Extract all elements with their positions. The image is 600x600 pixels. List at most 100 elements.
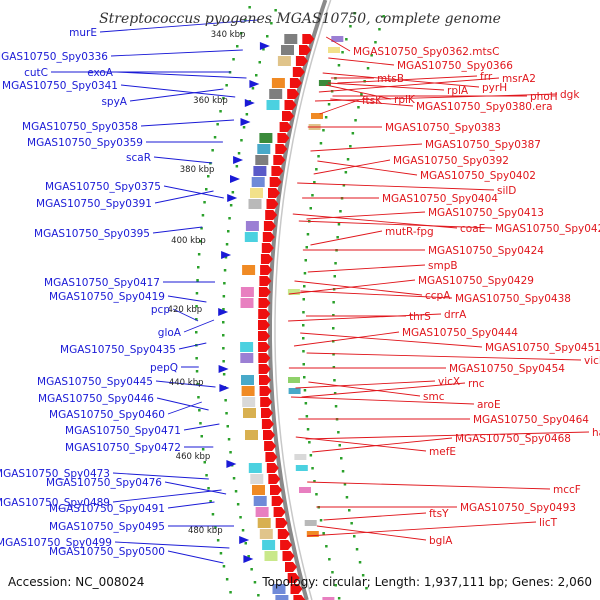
track-dot xyxy=(332,340,335,343)
cog-color-block xyxy=(322,597,335,600)
cog-color-block xyxy=(288,388,301,394)
right-gene-label: MGAS10750_Spy0402 xyxy=(420,170,536,182)
left-leader-line xyxy=(178,342,207,350)
track-dot xyxy=(334,405,338,408)
track-dot xyxy=(342,184,346,187)
track-dot xyxy=(200,227,203,230)
gene-arrow-reverse xyxy=(263,221,276,231)
cog-color-block xyxy=(251,177,265,187)
cog-color-block xyxy=(250,474,264,484)
right-leader-line xyxy=(319,99,360,115)
track-dot xyxy=(211,513,215,516)
right-leader-line xyxy=(325,36,351,52)
right-gene-label: drrA xyxy=(444,309,467,321)
left-leader-line xyxy=(99,19,258,33)
genome-backbone-inner xyxy=(274,0,332,600)
right-leader-line xyxy=(294,280,423,296)
right-gene-label: vicX xyxy=(438,376,460,388)
gene-arrow-reverse xyxy=(260,265,273,275)
track-dot xyxy=(197,396,200,399)
track-dot xyxy=(340,457,343,460)
track-dot xyxy=(199,422,202,425)
right-leader-line xyxy=(300,332,483,348)
track-dot xyxy=(234,490,238,493)
right-leader-line xyxy=(327,82,445,91)
cog-color-block xyxy=(244,232,258,242)
track-dot xyxy=(357,106,360,109)
left-gene-label: MGAS10750_Spy0359 xyxy=(27,137,143,149)
cog-color-block xyxy=(240,287,254,297)
right-leader-line xyxy=(317,160,418,176)
track-dot xyxy=(222,347,225,350)
cog-color-block xyxy=(306,531,319,537)
gene-arrow-forward xyxy=(239,536,250,544)
gene-arrow-reverse xyxy=(259,375,271,385)
left-leader-line xyxy=(120,84,236,98)
track-dot xyxy=(266,35,269,38)
left-gene-label: MGAS10750_Spy0445 xyxy=(37,376,153,388)
track-dot xyxy=(235,165,239,168)
right-gene-label: MGAS10750_Spy0380.era xyxy=(416,101,553,113)
cog-color-block xyxy=(248,199,262,209)
gene-arrow-reverse xyxy=(266,463,279,473)
track-dot xyxy=(325,545,328,548)
gene-arrow-forward xyxy=(240,118,251,126)
gene-arrow-reverse xyxy=(275,518,288,528)
right-gene-label: MGAS10750_Spy0493 xyxy=(460,502,576,514)
right-gene-label: aroE xyxy=(477,399,501,411)
gene-arrow-reverse xyxy=(268,188,280,198)
cog-color-block xyxy=(311,113,323,119)
right-leader-line xyxy=(314,93,558,102)
track-dot xyxy=(222,308,225,311)
track-dot xyxy=(274,9,277,12)
track-dot xyxy=(302,311,305,314)
track-dot xyxy=(306,233,310,236)
left-gene-label: pcp xyxy=(151,304,170,316)
track-dot xyxy=(354,119,357,122)
gene-arrow-reverse xyxy=(260,254,273,264)
gene-arrow-reverse xyxy=(262,232,275,242)
right-gene-label: mutR-fpg xyxy=(385,226,434,238)
track-dot xyxy=(305,415,309,418)
right-gene-label: mefE xyxy=(429,446,456,458)
cog-color-block xyxy=(253,496,267,506)
gene-arrow-reverse xyxy=(282,551,295,561)
cog-color-block xyxy=(275,595,289,600)
gene-arrow-reverse xyxy=(302,34,315,44)
track-dot xyxy=(222,334,225,337)
track-dot xyxy=(328,558,331,561)
cog-color-block xyxy=(262,540,276,550)
track-dot xyxy=(370,54,373,57)
track-dot xyxy=(333,392,337,395)
right-leader-line xyxy=(328,57,395,66)
scale-tick-label: 380 kbp xyxy=(180,165,215,175)
right-gene-label: MGAS10750_Spy0383 xyxy=(385,122,501,134)
gene-arrow-reverse xyxy=(261,243,274,253)
track-dot xyxy=(248,6,251,9)
left-gene-label: MGAS10750_Spy0419 xyxy=(49,291,165,303)
gene-arrow-reverse xyxy=(285,562,297,572)
cog-color-block xyxy=(288,377,300,383)
track-dot xyxy=(341,51,344,54)
left-leader-line xyxy=(152,226,203,234)
cog-color-block xyxy=(241,386,255,396)
gene-arrow-reverse xyxy=(258,364,271,374)
left-leader-line xyxy=(140,119,235,127)
left-gene-label: gloA xyxy=(158,327,182,339)
gene-arrow-reverse xyxy=(259,276,272,286)
track-dot xyxy=(332,366,336,369)
gene-arrow-reverse xyxy=(258,309,271,319)
track-dot xyxy=(339,210,342,213)
track-dot xyxy=(366,67,370,70)
track-dot xyxy=(198,409,201,412)
right-leader-line xyxy=(300,290,453,299)
gene-arrow-reverse xyxy=(258,298,271,308)
track-dot xyxy=(333,379,336,382)
track-dot xyxy=(244,542,247,545)
right-gene-label: phoH xyxy=(530,91,558,103)
scale-tick-label: 340 kbp xyxy=(211,30,246,40)
track-dot xyxy=(219,552,223,555)
gene-arrow-forward xyxy=(218,365,229,373)
gene-arrow-reverse xyxy=(273,155,286,165)
cog-color-block xyxy=(240,342,254,352)
